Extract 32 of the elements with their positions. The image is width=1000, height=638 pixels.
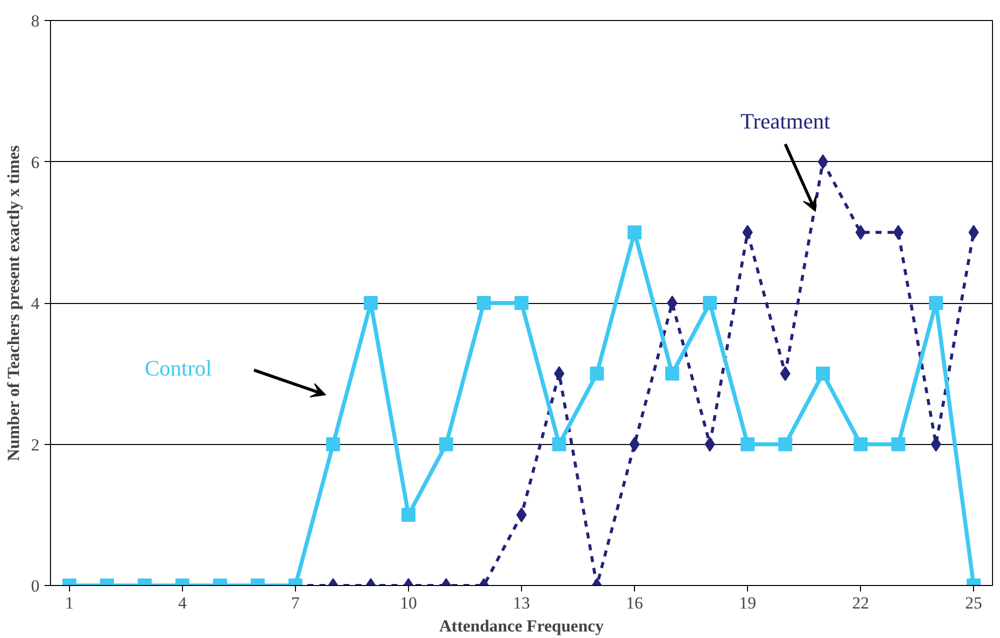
x-tick-label: 25 bbox=[965, 594, 982, 612]
point bbox=[514, 296, 528, 310]
y-tick-label: 0 bbox=[31, 576, 40, 596]
point bbox=[665, 366, 680, 381]
point bbox=[667, 296, 678, 310]
y-axis-title: Number of Teachers present exactly x times bbox=[4, 145, 23, 462]
y-tick-label: 6 bbox=[31, 152, 40, 172]
y-tick-label: 2 bbox=[31, 435, 40, 454]
point bbox=[928, 296, 943, 310]
y-tick-label: 4 bbox=[31, 294, 40, 313]
x-tick-label: 16 bbox=[626, 594, 644, 612]
x-tick-label: 4 bbox=[178, 594, 188, 612]
x-tick-label: 7 bbox=[291, 594, 300, 612]
text: Control bbox=[144, 356, 212, 381]
point bbox=[590, 366, 604, 381]
x-tick-label: 22 bbox=[852, 594, 870, 612]
point bbox=[742, 224, 753, 240]
point bbox=[364, 296, 378, 310]
series-label: Treatment bbox=[740, 108, 830, 134]
y-tick-label: 8 bbox=[31, 12, 40, 30]
x-axis-title: Attendance Frequency bbox=[439, 616, 604, 636]
point bbox=[702, 296, 717, 310]
x-tick-label: 19 bbox=[739, 594, 756, 612]
x-tick-label: 13 bbox=[513, 594, 530, 612]
point bbox=[968, 224, 979, 240]
point bbox=[628, 225, 642, 240]
point bbox=[818, 154, 828, 170]
point bbox=[816, 366, 830, 381]
point bbox=[855, 224, 866, 240]
x-tick-label: 1 bbox=[65, 594, 74, 612]
point bbox=[476, 296, 491, 310]
x-tick-label: 10 bbox=[400, 594, 417, 612]
